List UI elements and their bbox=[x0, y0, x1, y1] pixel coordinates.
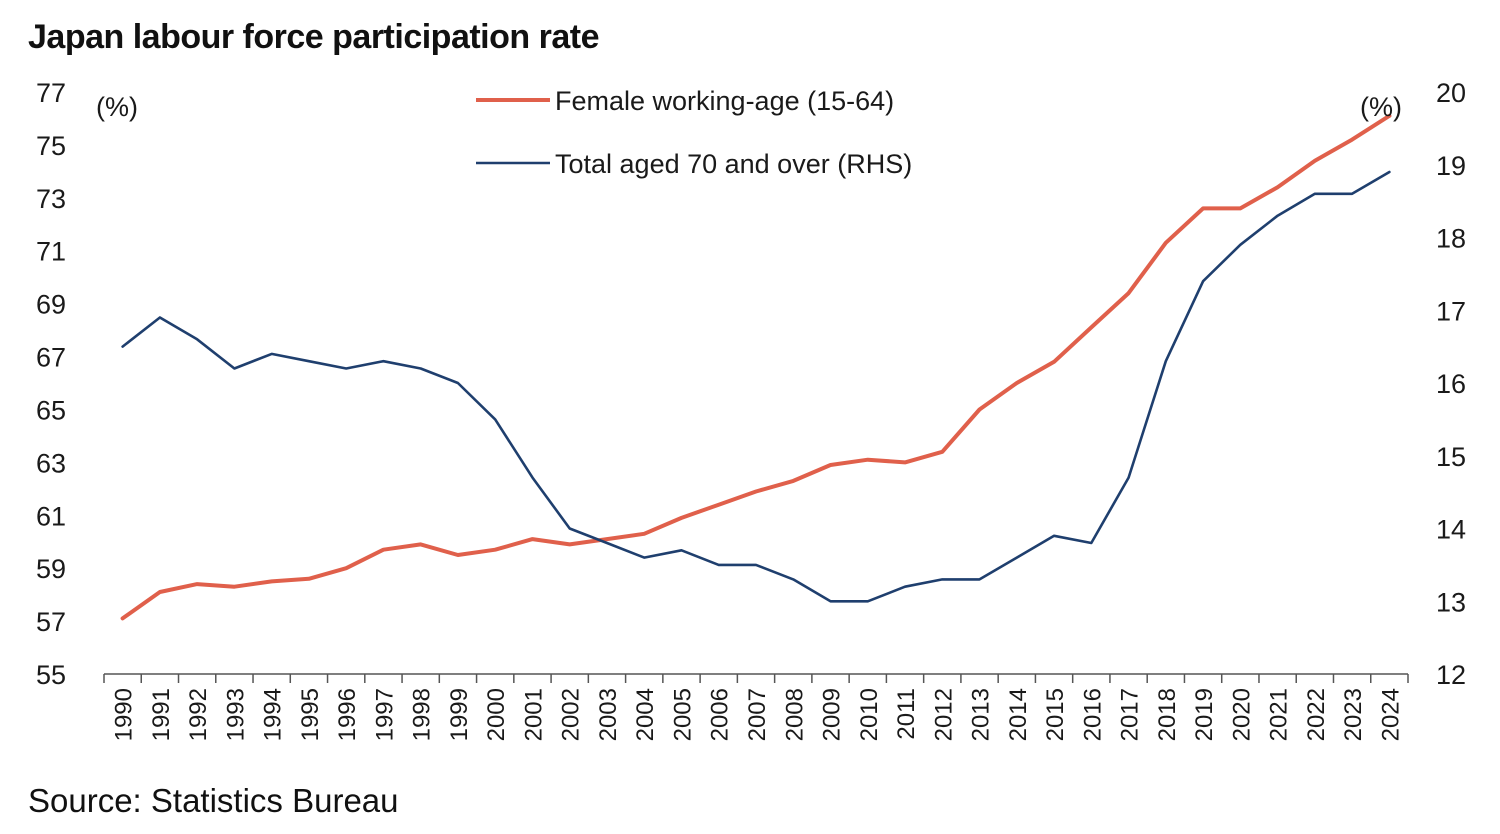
left-tick-label: 77 bbox=[36, 78, 66, 108]
x-tick-label: 2013 bbox=[968, 688, 995, 741]
left-tick-label: 67 bbox=[36, 343, 66, 373]
series-line-aged-70-over bbox=[121, 170, 1391, 603]
right-axis-ticks: 12 13 14 15 16 17 18 19 20 bbox=[1436, 78, 1466, 690]
x-tick-label: 1993 bbox=[222, 688, 249, 741]
x-tick-label: 2020 bbox=[1228, 688, 1255, 741]
right-tick-label: 13 bbox=[1436, 587, 1466, 617]
right-tick-label: 15 bbox=[1436, 442, 1466, 472]
x-tick-label: 2001 bbox=[520, 688, 547, 741]
right-tick-label: 12 bbox=[1436, 660, 1466, 690]
legend: Female working-age (15-64) Total aged 70… bbox=[476, 86, 912, 179]
x-axis-ticks: 1990 1991 1992 1993 1994 1995 1996 1997 1998 1999… bbox=[103, 674, 1409, 741]
x-tick-label: 2024 bbox=[1377, 688, 1404, 741]
right-axis-unit: (%) bbox=[1360, 92, 1402, 122]
x-tick-label: 1995 bbox=[297, 688, 324, 741]
x-tick-label: 1994 bbox=[260, 688, 287, 741]
left-tick-label: 63 bbox=[36, 448, 66, 478]
left-tick-label: 61 bbox=[36, 501, 66, 531]
left-tick-label: 59 bbox=[36, 554, 66, 584]
legend-label-female: Female working-age (15-64) bbox=[555, 86, 894, 116]
x-tick-label: 2005 bbox=[669, 688, 696, 741]
legend-label-elderly: Total aged 70 and over (RHS) bbox=[555, 149, 912, 179]
x-tick-label: 2008 bbox=[781, 688, 808, 741]
right-tick-label: 14 bbox=[1436, 515, 1466, 545]
left-tick-label: 75 bbox=[36, 131, 66, 161]
x-tick-label: 2011 bbox=[893, 688, 920, 740]
left-tick-label: 73 bbox=[36, 184, 66, 214]
left-axis-unit: (%) bbox=[96, 92, 138, 122]
x-tick-label: 2021 bbox=[1266, 688, 1293, 741]
right-tick-label: 19 bbox=[1436, 151, 1466, 181]
x-tick-label: 1990 bbox=[111, 688, 138, 741]
x-tick-label: 1997 bbox=[371, 688, 398, 741]
x-tick-label: 2010 bbox=[856, 688, 883, 741]
x-tick-label: 2004 bbox=[632, 688, 659, 741]
right-tick-label: 17 bbox=[1436, 296, 1466, 326]
x-tick-label: 2018 bbox=[1154, 688, 1181, 741]
x-tick-label: 2023 bbox=[1340, 688, 1367, 741]
series-line-female-working-age bbox=[120, 113, 1392, 621]
x-tick-label: 2012 bbox=[930, 688, 957, 741]
x-tick-label: 2002 bbox=[558, 688, 585, 741]
x-tick-label: 2015 bbox=[1042, 688, 1069, 741]
x-tick-label: 2019 bbox=[1191, 688, 1218, 741]
series-lines bbox=[120, 113, 1392, 621]
x-tick-label: 2009 bbox=[819, 688, 846, 741]
left-tick-label: 71 bbox=[36, 237, 66, 267]
left-tick-label: 55 bbox=[36, 660, 66, 690]
left-tick-label: 69 bbox=[36, 290, 66, 320]
x-tick-label: 1999 bbox=[446, 688, 473, 741]
x-tick-label: 2003 bbox=[595, 688, 622, 741]
x-tick-label: 2022 bbox=[1303, 688, 1330, 741]
x-tick-label: 2000 bbox=[483, 688, 510, 741]
left-tick-label: 57 bbox=[36, 607, 66, 637]
x-tick-label: 2016 bbox=[1079, 688, 1106, 741]
x-tick-label: 2017 bbox=[1117, 688, 1144, 741]
x-tick-label: 2006 bbox=[707, 688, 734, 741]
x-tick-label: 2007 bbox=[744, 688, 771, 741]
left-axis-ticks: 55 57 59 61 63 65 67 69 71 73 75 77 bbox=[36, 78, 66, 690]
left-tick-label: 65 bbox=[36, 395, 66, 425]
source-note: Source: Statistics Bureau bbox=[28, 782, 399, 819]
chart-title: Japan labour force participation rate bbox=[28, 18, 599, 56]
x-tick-label: 1991 bbox=[148, 688, 175, 741]
x-tick-label: 1998 bbox=[409, 688, 436, 741]
x-tick-label: 2014 bbox=[1005, 688, 1032, 741]
x-tick-label: 1992 bbox=[185, 688, 212, 741]
right-tick-label: 20 bbox=[1436, 78, 1466, 108]
right-tick-label: 18 bbox=[1436, 224, 1466, 254]
right-tick-label: 16 bbox=[1436, 369, 1466, 399]
x-tick-label: 1996 bbox=[334, 688, 361, 741]
